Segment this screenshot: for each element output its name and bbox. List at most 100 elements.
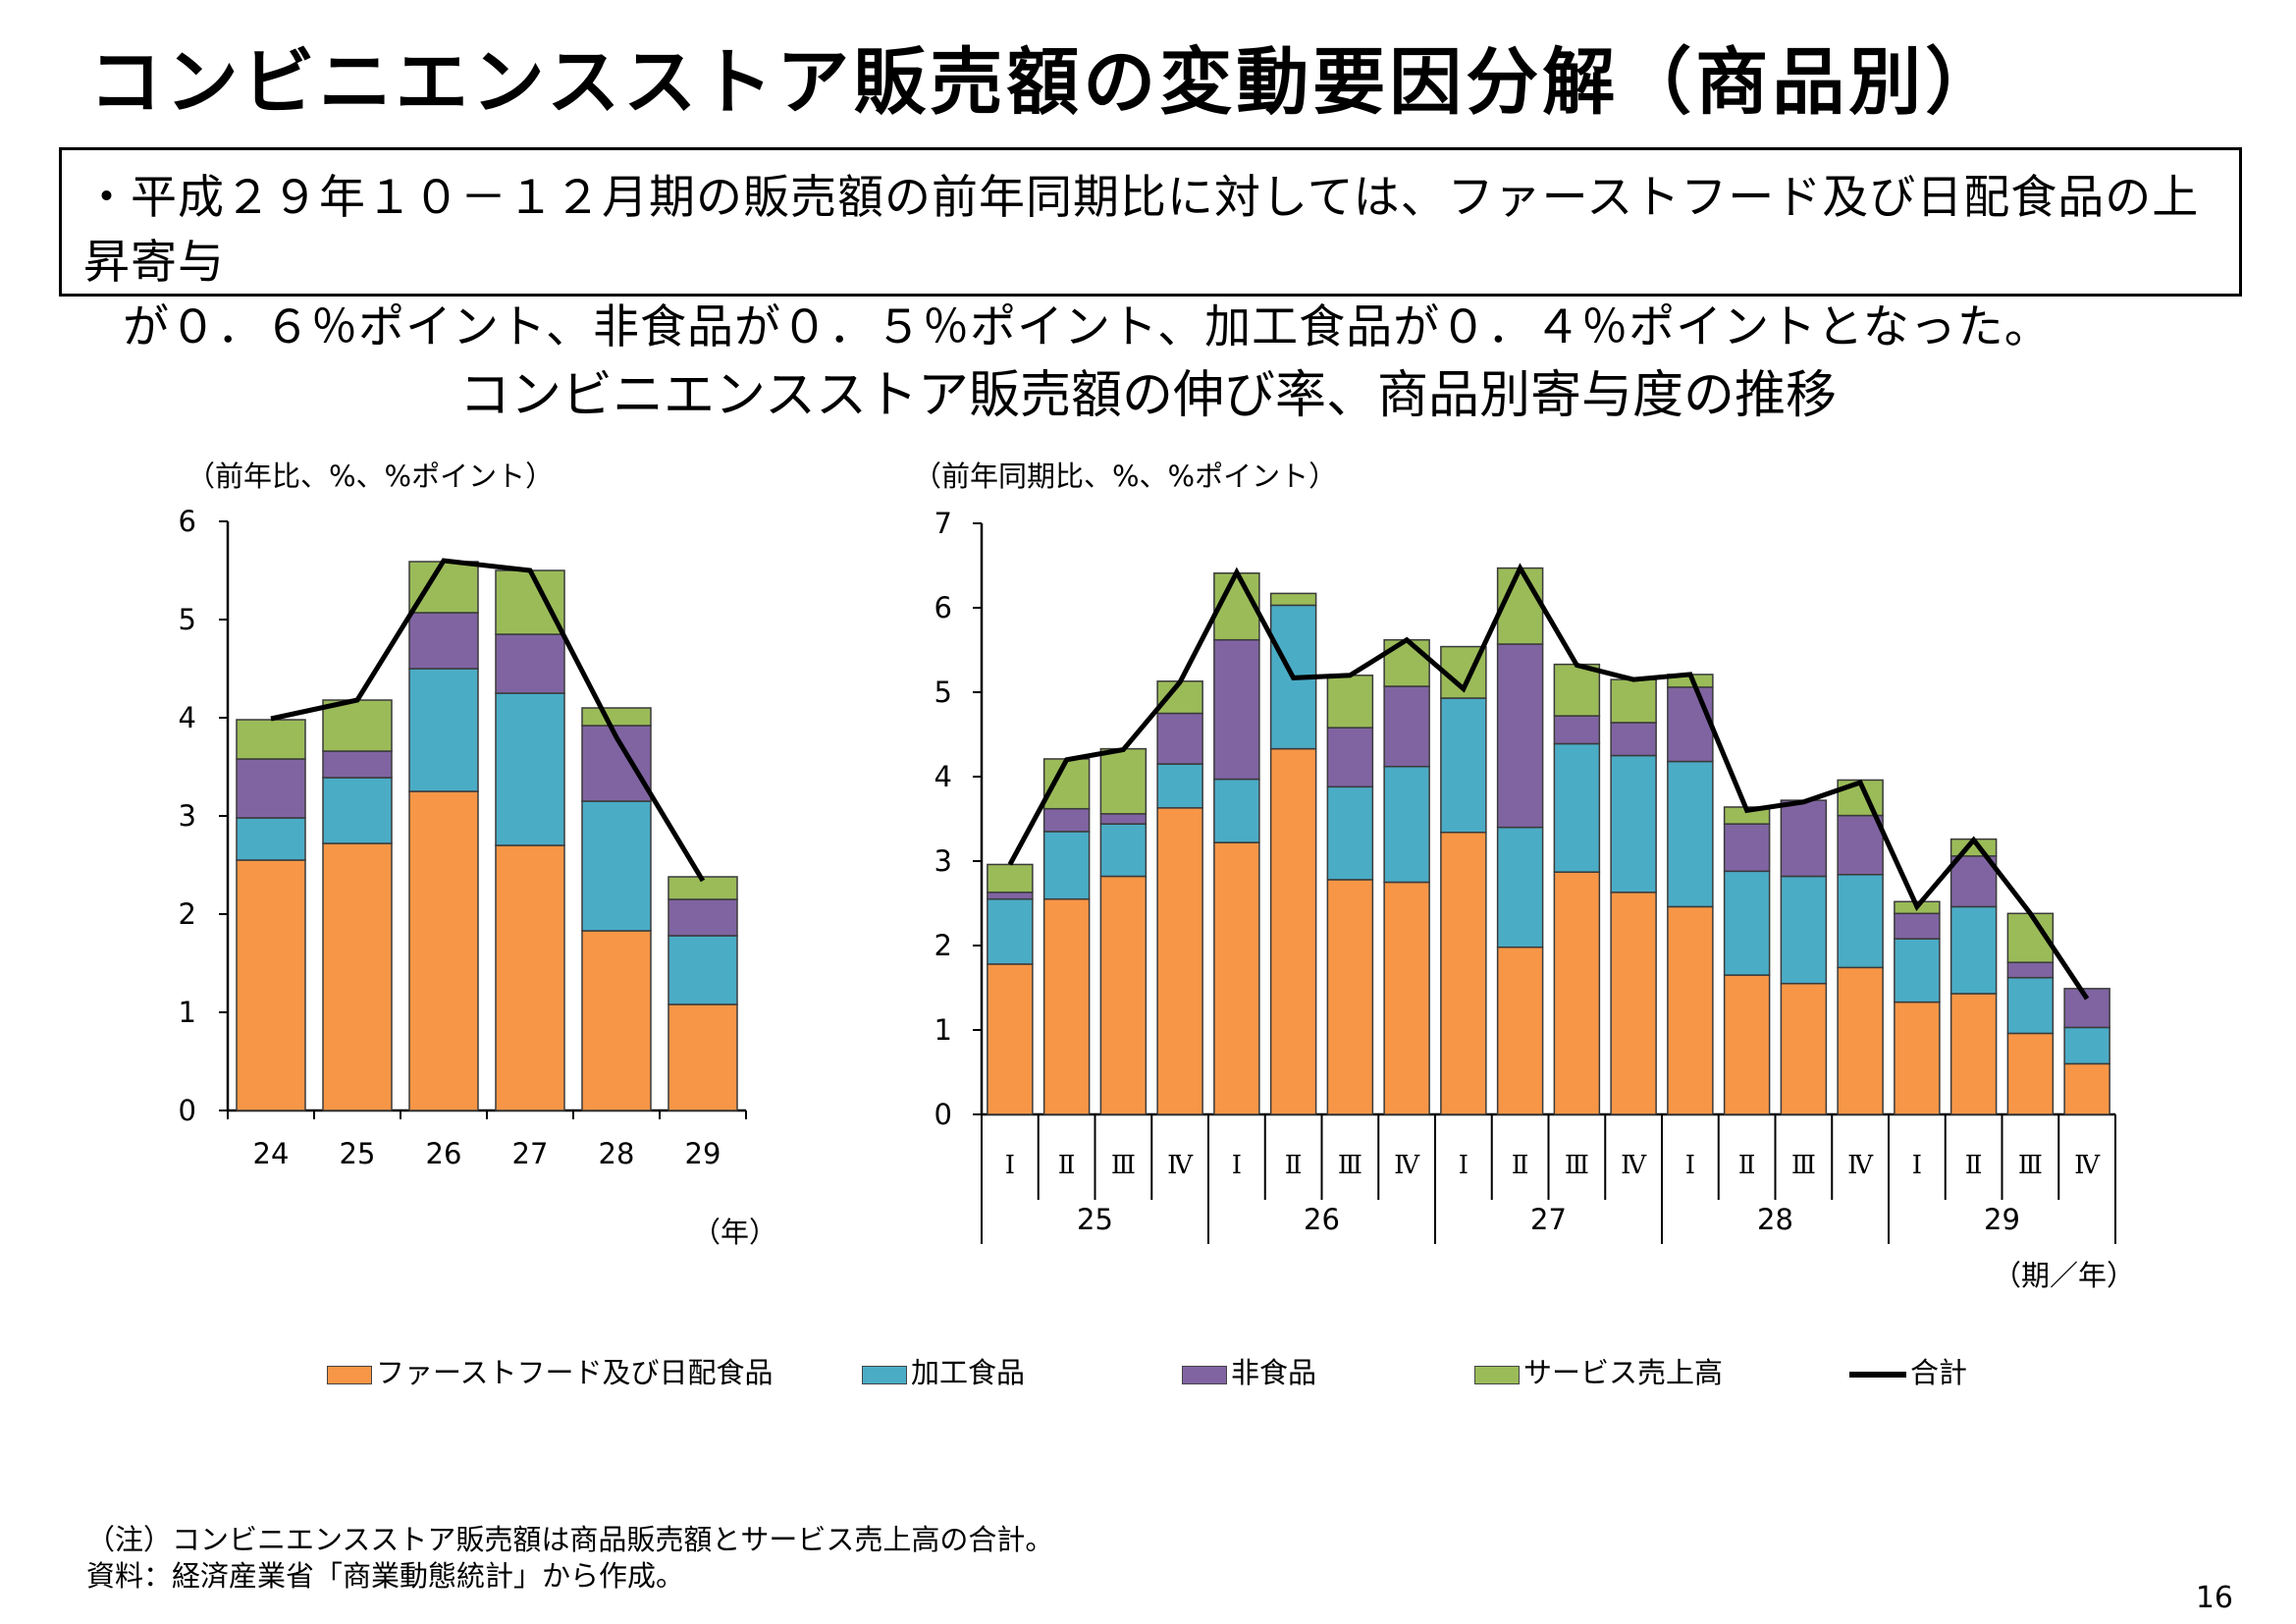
quarterly-bar-service [1610,678,1657,724]
summary-line-1: ・平成２９年１０－１２月期の販売額の前年同期比に対しては、ファーストフード及び日… [83,171,2200,290]
quarterly-x-tick-label: Ⅱ [1058,1151,1076,1180]
annual-bar-nonfood [236,758,306,819]
annual-bar-fastfood [408,790,479,1111]
legend-label-total: 合計 [1910,1356,1968,1389]
quarterly-x-tick-label: Ⅱ [1285,1151,1303,1180]
annual-total-line [270,558,706,883]
legend-swatch-processed [862,1365,907,1384]
footnote: （注）コンビニエンスストア販売額は商品販売額とサービス売上高の合計。 [86,1523,1054,1556]
quarterly-bar-nonfood [1326,727,1374,788]
quarterly-bar-processed [1780,875,1828,985]
chart-title: コンビニエンスストア販売額の伸び率、商品別寄与度の推移 [459,366,1837,425]
quarterly-year-label: 26 [1304,1203,1340,1236]
annual-bar-fastfood [322,842,393,1111]
quarterly-x-tick-label: Ⅲ [2018,1151,2043,1180]
legend-item-processed: 加工食品 [862,1350,1025,1391]
annual-x-tick-label: 29 [685,1137,721,1170]
quarterly-bar-processed [1440,697,1487,834]
annual-bar-service [408,561,479,614]
annual-y-tick-label: 0 [179,1094,196,1127]
quarterly-y-tick-label: 2 [934,929,952,962]
quarterly-bar-fastfood [1949,993,1998,1115]
page-title: コンビニエンスストア販売額の変動要因分解（商品別） [88,40,2002,125]
annual-bar-processed [581,800,652,932]
annual-bar-processed [495,692,565,846]
quarterly-bar-fastfood [1894,1001,1941,1115]
annual-bar-service [236,719,306,760]
legend-line-total [1849,1372,1906,1378]
legend-swatch-fastfood [327,1365,372,1384]
quarterly-y-tick-label: 0 [934,1098,952,1131]
quarterly-bar-fastfood [1723,974,1771,1115]
quarterly-bar-fastfood [1099,875,1148,1115]
quarterly-bar-fastfood [987,963,1034,1115]
annual-bar-fastfood [581,930,652,1111]
quarterly-bar-fastfood [1610,892,1657,1115]
summary-line-2: が０．６％ポイント、非食品が０．５％ポイント、加工食品が０．４％ポイントとなった… [123,300,2052,354]
source-note: 資料：経済産業省「商業動態統計」から作成。 [86,1559,685,1593]
quarterly-bar-processed [1667,760,1714,908]
annual-y-tick-label: 4 [179,701,196,734]
annual-y-tick-label: 5 [179,603,196,636]
annual-x-tick-label: 25 [340,1137,376,1170]
quarterly-bar-fastfood [1496,946,1544,1115]
quarterly-bar-processed [2006,976,2055,1035]
annual-y-tick-label: 3 [179,799,196,833]
quarterly-bar-processed [987,897,1034,965]
annual-bar-service [495,569,565,635]
annual-bar-fastfood [236,859,306,1111]
legend-item-fastfood: ファーストフード及び日配食品 [327,1350,774,1391]
quarterly-year-label: 27 [1530,1203,1567,1236]
annual-bar-nonfood [322,750,393,779]
quarterly-bar-nonfood [1667,686,1714,763]
annual-bar-processed [322,777,393,844]
quarterly-bar-processed [1099,823,1148,878]
legend-item-nonfood: 非食品 [1182,1350,1316,1391]
quarterly-x-tick-label: Ⅱ [1738,1151,1756,1180]
quarterly-x-tick-label: Ⅲ [1111,1151,1136,1180]
quarterly-y-tick-label: 3 [934,844,952,878]
quarterly-bar-nonfood [1949,855,1998,908]
annual-bar-nonfood [495,633,565,694]
quarterly-bar-processed [1326,785,1374,881]
quarterly-bar-fastfood [1213,841,1260,1115]
quarterly-bar-nonfood [1042,807,1091,833]
quarterly-bar-fastfood [1667,905,1714,1115]
quarterly-bar-nonfood [987,892,1034,900]
quarterly-bar-nonfood [1156,712,1203,765]
quarterly-bar-fastfood [1269,747,1317,1115]
legend-label-fastfood: ファーストフード及び日配食品 [376,1356,774,1389]
quarterly-bar-nonfood [1553,715,1601,745]
quarterly-y-tick-label: 5 [934,676,952,709]
annual-bar-service [581,707,652,727]
quarterly-bar-nonfood [2006,961,2055,979]
legend-label-nonfood: 非食品 [1231,1356,1317,1389]
quarterly-bar-service [1326,675,1374,729]
quarterly-x-tick-label: Ⅳ [1847,1151,1874,1180]
quarterly-x-tick-label: Ⅳ [1167,1151,1194,1180]
quarterly-x-tick-label: Ⅳ [1394,1151,1420,1180]
quarterly-x-tick-label: Ⅰ [1685,1151,1695,1180]
annual-bar-processed [236,817,306,861]
quarterly-y-tick-label: 7 [934,507,952,540]
quarterly-year-label: 25 [1077,1203,1113,1236]
quarterly-bar-nonfood [1837,814,1884,876]
annual-x-tick-label: 26 [426,1137,462,1170]
quarterly-bar-nonfood [1213,638,1260,781]
quarterly-chart-x-axis-label: （期／年） [1993,1259,2136,1292]
quarterly-bar-service [987,863,1034,893]
annual-chart: 0 1 2 3 4 5 6 24 25 26 27 28 29 [179,505,747,1170]
quarterly-y-tick-label: 6 [934,591,952,624]
quarterly-x-tick-label: Ⅰ [1232,1151,1242,1180]
quarterly-bar-fastfood [1383,881,1430,1115]
annual-y-tick-label: 6 [179,505,196,538]
annual-bar-nonfood [408,612,479,670]
quarterly-bar-fastfood [1326,879,1374,1115]
quarterly-bar-nonfood [2063,988,2110,1029]
annual-bar-fastfood [495,844,565,1111]
legend-label-processed: 加工食品 [911,1356,1026,1389]
quarterly-year-label: 28 [1757,1203,1793,1236]
annual-bar-processed [667,935,738,1005]
quarterly-bar-processed [1496,826,1544,948]
